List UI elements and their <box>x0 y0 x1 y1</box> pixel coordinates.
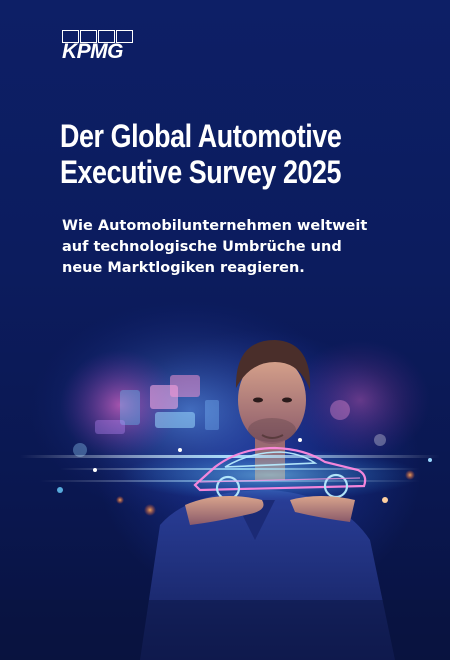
logo-boxes <box>62 30 133 43</box>
subtitle-line-1: Wie Automobilunternehmen weltweit <box>62 218 368 234</box>
subtitle: Wie Automobilunternehmen weltweit auf te… <box>62 216 392 279</box>
kpmg-logo: KPMG <box>62 30 138 64</box>
hologram-car <box>193 446 367 501</box>
headline-line-2: Executive Survey 2025 <box>60 154 342 190</box>
hero-illustration <box>0 300 450 660</box>
logo-text: KPMG <box>62 40 124 63</box>
subtitle-line-2: auf technologische Umbrüche und <box>62 239 342 255</box>
headline-line-1: Der Global Automotive <box>60 118 342 154</box>
headline: Der Global Automotive Executive Survey 2… <box>60 118 346 190</box>
subtitle-line-3: neue Marktlogiken reagieren. <box>62 260 305 276</box>
